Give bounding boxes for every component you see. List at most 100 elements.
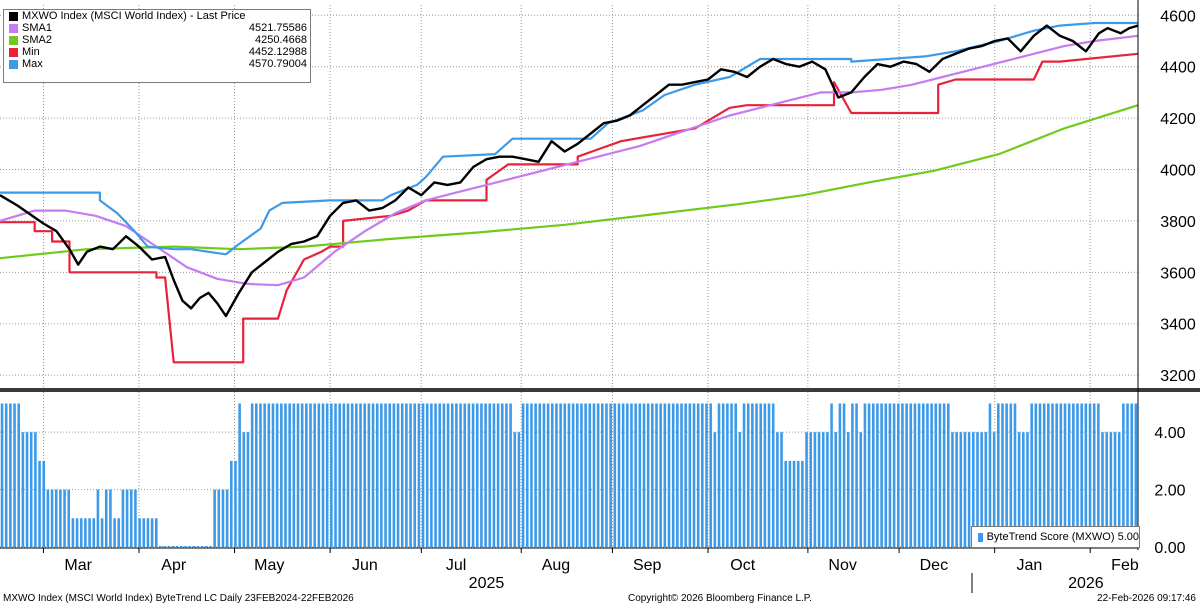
score-bar-265 [1105,432,1108,547]
score-bar-54 [225,489,229,547]
axis-labels: 3200 3400 3600 3800 4000 4200 4400 4600 0.00 2.00… [64,8,1195,592]
score-bar-257 [1072,403,1075,547]
score-bar-144 [601,403,604,547]
score-bar-76 [317,403,321,547]
score-bar-245 [1022,432,1025,547]
score-bar-200 [834,432,838,547]
score-bar-114 [475,403,479,547]
score-bar-258 [1076,403,1079,547]
score-bar-147 [613,403,617,547]
x-tick-label-5: Aug [542,557,570,574]
score-bar-192 [801,460,804,547]
score-bar-133 [555,403,558,547]
score-bar-56 [234,460,237,547]
score-bar-153 [638,403,642,547]
score-bar-272 [1134,403,1138,547]
score-bar-271 [1130,403,1133,547]
score-bar-242 [1009,403,1013,547]
score-bar-175 [730,403,733,547]
score-bar-75 [313,403,316,547]
legend-label-max: Max [22,58,43,70]
score-bar-107 [446,403,450,547]
score-bar-14 [59,489,62,547]
legend-swatch-last-price [9,11,18,21]
score-bar-247 [1030,403,1033,547]
score-bar-1 [4,403,8,547]
score-bar-170 [709,403,712,547]
score-bar-130 [542,403,546,547]
y-tick-price-4: 4000 [1160,163,1196,180]
score-bar-264 [1101,432,1104,547]
legend-label-min: Min [22,46,40,58]
score-bar-173 [721,403,725,547]
score-bar-194 [809,432,813,547]
score-bar-131 [546,403,550,547]
score-bar-167 [696,403,700,547]
score-bar-238 [992,432,996,547]
score-bar-217 [905,403,908,547]
y-tick-score-2: 4.00 [1154,425,1185,442]
legend-value-min: 4452.12988 [248,46,307,58]
score-legend-label: ByteTrend Score (MXWO) 5.00 [986,531,1139,543]
score-bar-234 [976,432,979,547]
score-bar-59 [246,432,250,547]
score-bar-203 [846,432,850,547]
score-bar-227 [947,403,950,547]
score-bar-243 [1013,403,1017,547]
score-bar-73 [305,403,308,547]
score-bar-211 [880,403,883,547]
score-bar-172 [717,403,721,547]
score-bar-263 [1097,403,1100,547]
score-bar-85 [355,403,358,547]
legend-swatch-max [9,59,18,69]
legend-value-sma2: 4250.4668 [255,34,307,46]
score-bar-110 [459,403,462,547]
score-bar-22 [92,518,96,547]
score-bar-221 [921,403,925,547]
score-bar-205 [855,403,858,547]
y-tick-price-5: 4200 [1160,111,1196,128]
score-bar-67 [280,403,283,547]
axes [0,0,1200,593]
x-tick-label-8: Nov [828,557,856,574]
legend-row-sma2: SMA2 4250.4668 [4,34,310,46]
score-bar-204 [851,403,854,547]
score-bar-7 [29,432,33,547]
score-bar-57 [238,403,241,547]
score-bar-154 [642,403,646,547]
score-bar-137 [571,403,575,547]
score-bar-36 [150,518,154,547]
score-bar-95 [396,403,400,547]
score-bar-74 [309,403,312,547]
y-tick-price-2: 3600 [1160,265,1196,282]
legend-row-main: MXWO Index (MSCI World Index) - Last Pri… [4,10,310,22]
score-bar-262 [1092,403,1096,547]
score-bar-52 [217,489,221,547]
score-bar-155 [646,403,650,547]
score-bar-186 [776,432,779,547]
score-bar-218 [909,403,913,547]
score-bar-142 [592,403,596,547]
score-bar-12 [50,489,54,547]
score-bar-28 [117,518,121,547]
score-bar-235 [980,432,983,547]
score-bar-193 [805,432,808,547]
score-bar-207 [863,403,867,547]
score-bar-224 [934,403,938,547]
legend-row-max: Max 4570.79004 [4,58,310,70]
x-tick-label-9: Dec [920,557,948,574]
legend-swatch-sma1 [9,23,18,33]
score-bar-215 [896,403,900,547]
score-bar-266 [1109,432,1113,547]
score-bar-101 [421,403,425,547]
score-bar-78 [325,403,329,547]
last-price-line [0,24,1139,318]
year-label-0: 2025 [469,575,505,592]
score-bar-176 [734,403,737,547]
score-bar-37 [154,518,158,547]
score-bar-44 [184,546,187,547]
score-bar-220 [917,403,921,547]
score-bar-26 [109,489,112,547]
score-bar-240 [1001,403,1004,547]
score-bar-70 [292,403,296,547]
